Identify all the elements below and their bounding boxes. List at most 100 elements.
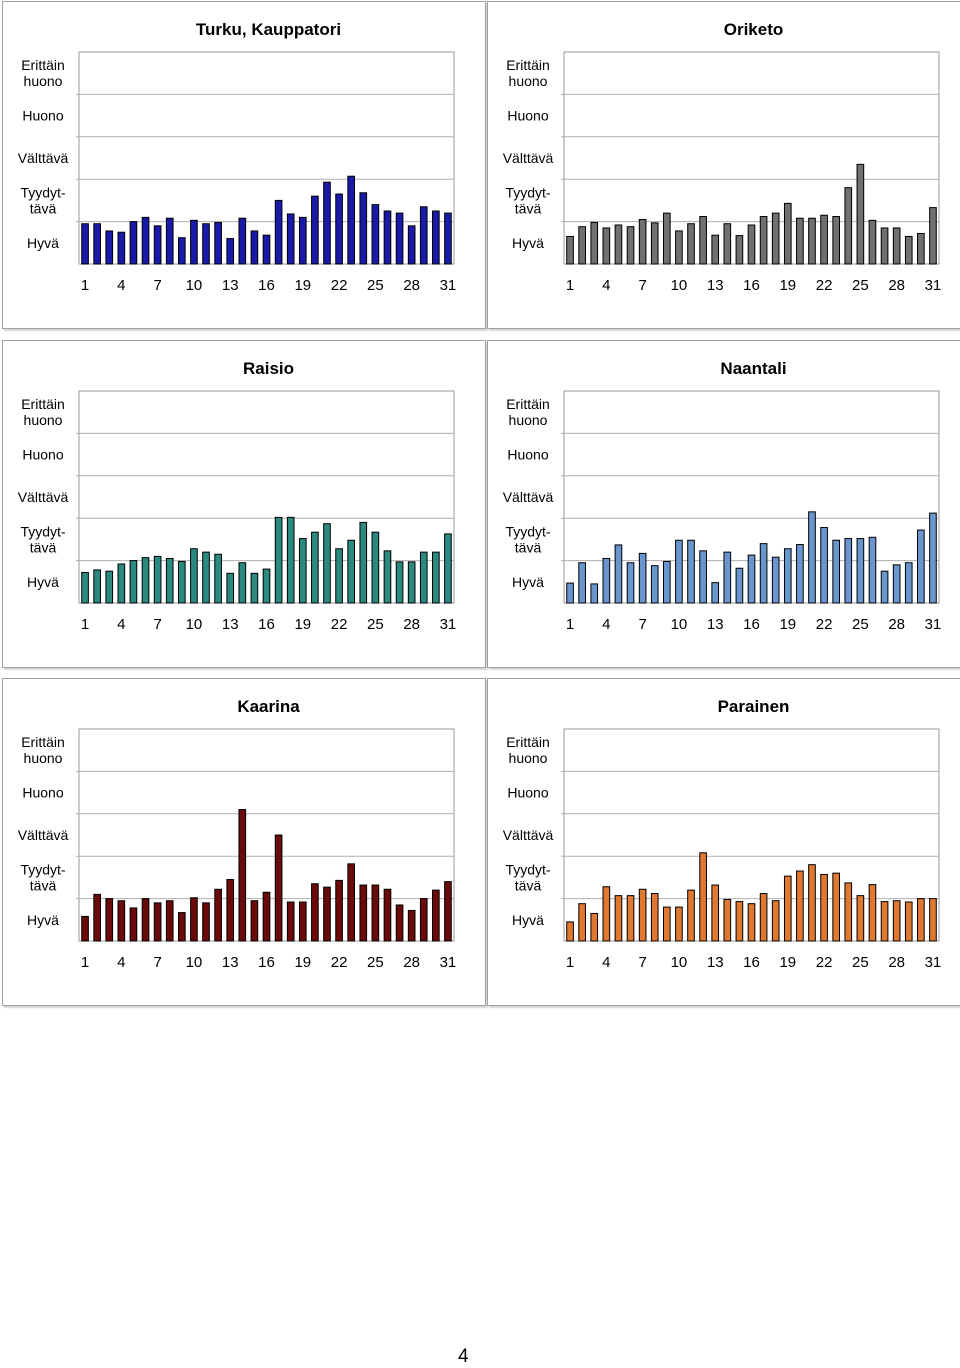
y-tick-label: Erittäin huono — [506, 734, 550, 766]
y-tick-label: Tyydyt-tävä — [20, 184, 65, 216]
x-tick-label: 28 — [888, 277, 905, 294]
x-tick-label: 4 — [117, 954, 125, 971]
bar — [444, 881, 452, 942]
x-tick-label: 1 — [81, 277, 89, 294]
bar — [638, 218, 647, 265]
bar — [81, 571, 89, 604]
x-tick-label: 10 — [186, 277, 203, 294]
x-tick-label: 10 — [186, 954, 203, 971]
y-tick-label: Hyvä — [27, 235, 59, 251]
bar — [347, 539, 356, 604]
bar — [262, 234, 271, 265]
bar — [917, 529, 925, 604]
bar — [238, 809, 247, 942]
bar — [711, 234, 720, 265]
x-tick-label: 13 — [707, 277, 724, 294]
x-tick-label: 7 — [153, 277, 161, 294]
bar — [868, 536, 877, 604]
bar — [578, 562, 586, 604]
chart-title: Naantali — [720, 359, 786, 378]
bar — [165, 557, 174, 604]
bar — [250, 900, 259, 942]
bar — [759, 543, 768, 604]
bar — [880, 227, 889, 265]
x-tick-label: 7 — [638, 277, 646, 294]
x-tick-label: 19 — [779, 277, 796, 294]
bar — [929, 512, 937, 604]
bar — [444, 533, 452, 604]
bar — [735, 567, 744, 604]
bar — [699, 216, 707, 265]
bar — [323, 886, 331, 942]
x-tick-label: 19 — [294, 277, 311, 294]
bar — [796, 217, 804, 265]
bar — [650, 222, 659, 265]
bar — [153, 225, 162, 265]
bar — [687, 539, 695, 604]
bar — [735, 901, 744, 942]
x-tick-label: 13 — [222, 277, 239, 294]
bar — [395, 904, 404, 942]
x-tick-label: 10 — [186, 616, 203, 633]
bar — [190, 219, 198, 265]
bar — [783, 548, 792, 604]
bar — [602, 227, 611, 265]
bar — [190, 897, 198, 942]
bar — [444, 212, 452, 265]
bar — [868, 884, 877, 942]
bar — [638, 888, 647, 942]
bar — [323, 181, 331, 265]
bar — [407, 909, 416, 942]
y-tick-label: Välttävä — [503, 150, 554, 166]
bar — [383, 210, 392, 265]
bar — [141, 557, 150, 604]
y-tick-label: Välttävä — [18, 150, 69, 166]
bar — [929, 898, 937, 942]
bar — [759, 216, 768, 265]
bar — [759, 893, 768, 942]
x-tick-label: 31 — [925, 277, 942, 294]
x-tick-label: 22 — [331, 616, 348, 633]
x-tick-label: 4 — [602, 616, 610, 633]
bar — [395, 212, 404, 265]
bar — [796, 870, 804, 942]
y-tick-label: Erittäin huono — [21, 734, 65, 766]
bar — [638, 552, 647, 604]
x-tick-label: 13 — [707, 616, 724, 633]
y-tick-label: Huono — [507, 447, 548, 463]
bar — [274, 199, 283, 265]
y-tick-label: Hyvä — [27, 574, 59, 590]
x-tick-label: 31 — [440, 954, 457, 971]
bar — [892, 227, 901, 265]
bar — [129, 560, 138, 604]
bar — [93, 893, 101, 942]
bar — [432, 210, 440, 265]
x-tick-label: 31 — [925, 616, 942, 633]
bar — [419, 898, 428, 942]
y-tick-label: Tyydyt-tävä — [505, 184, 550, 216]
bar — [93, 569, 101, 604]
chart-svg: Turku, Kauppatori Hyvä Tyydyt-tävä Välttävä… — [18, 20, 457, 294]
chart-title: Turku, Kauppatori — [196, 20, 341, 39]
x-tick-label: 25 — [367, 954, 384, 971]
bar — [226, 238, 235, 265]
bar — [747, 224, 756, 265]
chart-panel: Raisio Hyvä Tyydyt-tävä Välttävä Huono Erittä… — [2, 340, 486, 668]
chart-svg: Oriketo Hyvä Tyydyt-tävä Välttävä Huono Eritt… — [503, 20, 942, 294]
bar — [832, 216, 841, 265]
y-tick-label: Välttävä — [503, 827, 554, 843]
bar — [675, 230, 683, 265]
bar — [347, 175, 356, 265]
y-tick-label: Hyvä — [512, 235, 544, 251]
y-tick-label: Hyvä — [512, 574, 544, 590]
x-tick-label: 31 — [440, 616, 457, 633]
x-tick-label: 4 — [117, 277, 125, 294]
x-tick-label: 22 — [816, 277, 833, 294]
bar — [711, 884, 720, 942]
bar — [614, 895, 623, 942]
bar — [735, 235, 744, 265]
bar — [808, 864, 816, 942]
bar — [771, 212, 780, 265]
bar — [566, 235, 574, 265]
bar — [117, 900, 126, 942]
